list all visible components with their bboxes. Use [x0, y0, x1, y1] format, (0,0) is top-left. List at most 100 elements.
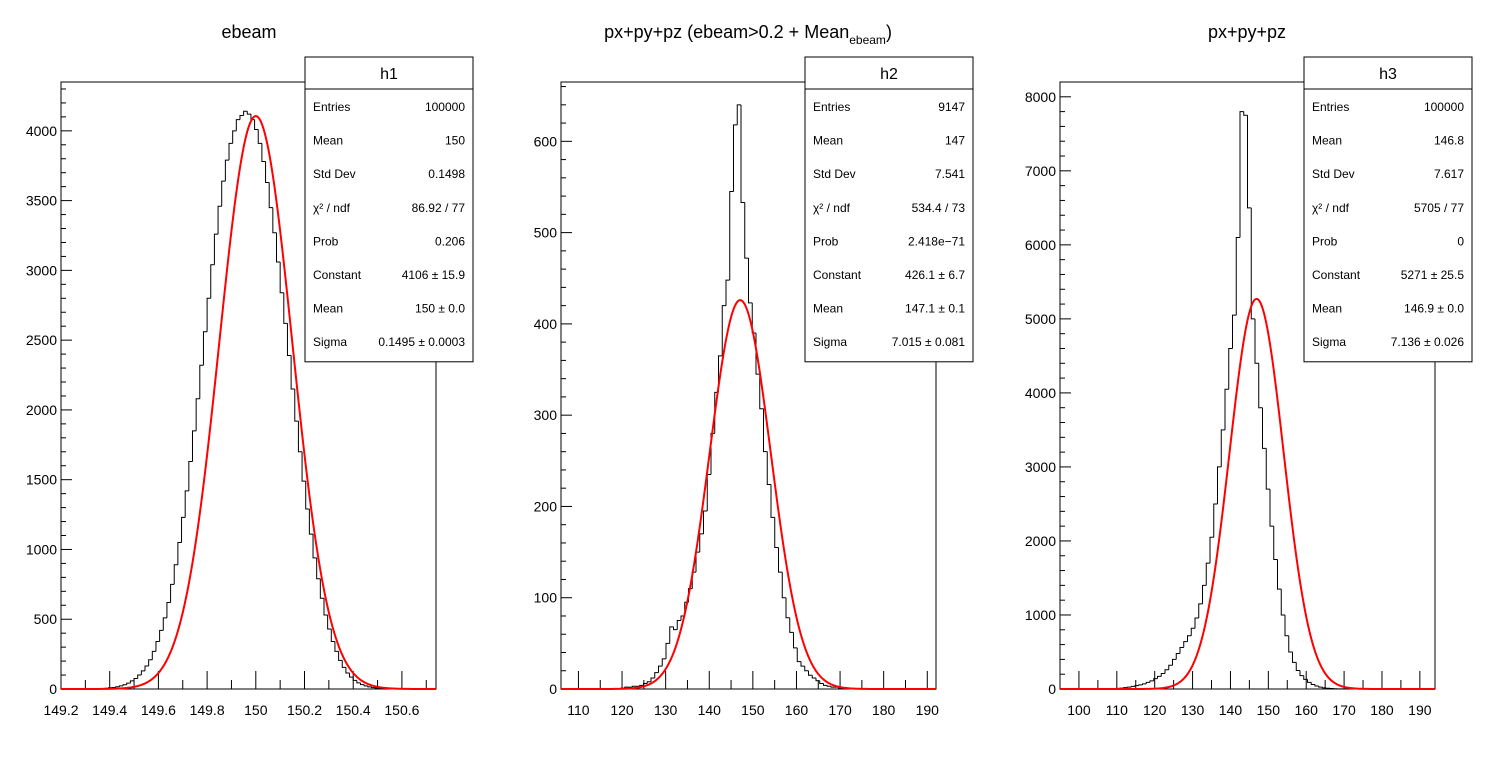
histogram-bin [736, 104, 741, 125]
chart-title-main: px+py+pz [1208, 22, 1286, 42]
y-tick-label: 7000 [1025, 163, 1056, 179]
histogram-bin [360, 682, 365, 686]
histogram-bin [1175, 652, 1180, 660]
histogram-bin [232, 130, 237, 144]
histogram-bin [1179, 647, 1184, 654]
histogram-bin [126, 682, 131, 685]
stats-row-value: 146.9 ± 0.0 [1404, 302, 1464, 316]
y-tick-label: 1500 [26, 472, 57, 488]
histogram-bin [1224, 388, 1229, 430]
chart-title-tail: ) [886, 22, 892, 42]
histogram-bin [1299, 670, 1304, 677]
histogram-bin [301, 451, 306, 482]
histogram-bin [658, 665, 663, 673]
histogram-bin [1142, 683, 1147, 685]
stats-row-label: Sigma [813, 335, 847, 349]
histogram-bin [191, 430, 197, 462]
histogram-bin [706, 474, 711, 512]
histogram-bin [254, 119, 259, 130]
histogram-bin [740, 104, 745, 203]
y-tick-label: 1000 [26, 541, 57, 557]
x-tick-label: 149.8 [190, 702, 225, 718]
x-tick-label: 160 [1295, 702, 1319, 718]
stats-row-value: 147.1 ± 0.1 [905, 302, 965, 316]
histogram-bin [676, 620, 681, 630]
histogram-bin [766, 451, 771, 486]
histogram-bin [789, 617, 794, 633]
histogram-bin [781, 572, 786, 599]
histogram-bin [830, 686, 835, 688]
stats-row-value: 86.92 / 77 [412, 201, 466, 215]
histogram-bin [129, 680, 135, 684]
plot-frame [560, 81, 937, 690]
x-tick-label: 130 [1181, 702, 1205, 718]
histogram-bin [643, 683, 648, 686]
stats-box-frame [304, 56, 474, 363]
y-tick-label: 200 [534, 498, 558, 514]
histogram-bin [1258, 363, 1263, 409]
stats-row-label: Mean [813, 302, 843, 316]
histogram-bin [246, 111, 251, 115]
x-tick-label: 100 [1067, 702, 1091, 718]
histogram-bin [144, 665, 149, 671]
stats-row-value: 4106 ± 15.9 [402, 268, 466, 282]
y-tick-label: 100 [534, 590, 558, 606]
histogram-bin [1288, 635, 1293, 653]
histogram-bin [1262, 407, 1267, 449]
stats-row-label: Std Dev [813, 167, 856, 181]
stats-box-frame [1303, 56, 1473, 363]
histogram-bin [155, 641, 160, 652]
histogram-bin [1269, 489, 1274, 527]
stats-row-value: 7.015 ± 0.081 [892, 335, 966, 349]
stats-row-label: Constant [813, 268, 862, 282]
gaussian-fit-curve [1060, 297, 1435, 690]
histogram-bin [148, 659, 153, 666]
y-tick-label: 1000 [1025, 607, 1056, 623]
y-tick-label: 400 [534, 316, 558, 332]
x-tick-label: 130 [654, 702, 678, 718]
stats-box: h3 Entries 100000 Mean 146.8 Std Dev 7.617 χ² /… [1303, 56, 1473, 363]
gaussian-fit-curve [561, 299, 936, 690]
histogram-bin [305, 481, 310, 510]
histogram-bin [162, 617, 167, 631]
stats-row-label: Sigma [313, 335, 347, 349]
histogram-bin [695, 551, 700, 573]
histogram-bin [177, 541, 182, 565]
x-tick-label: 150 [1257, 702, 1281, 718]
histogram-bin [173, 564, 178, 585]
y-tick-label: 2000 [1025, 533, 1056, 549]
x-tick-label: 160 [785, 702, 809, 718]
histogram-bin [1213, 503, 1218, 538]
stats-row-label: Sigma [1312, 335, 1346, 349]
x-tick-label: 110 [567, 702, 590, 718]
histogram-bin [1153, 678, 1158, 681]
histogram-bin [823, 683, 828, 686]
y-tick-label: 2000 [26, 402, 57, 418]
histogram-bin [118, 685, 124, 687]
histogram-bin [1247, 115, 1252, 209]
x-tick-label: 150.2 [287, 702, 322, 718]
histogram-bin [115, 686, 120, 688]
histogram-bin [1205, 562, 1210, 586]
stats-row-label: Mean [313, 302, 343, 316]
histogram-bin [217, 205, 222, 235]
histogram-bin [213, 233, 219, 265]
stats-row-label: Entries [813, 100, 850, 114]
stats-row-value: 150 ± 0.0 [415, 302, 465, 316]
stats-row-value: 100000 [425, 100, 465, 114]
y-tick-label: 0 [1048, 681, 1056, 697]
histogram-bin [308, 508, 314, 535]
histogram-bin [808, 670, 813, 676]
stats-box-name: h1 [380, 66, 398, 83]
histogram-bin [206, 297, 211, 332]
histogram-bin [1277, 559, 1282, 590]
chart-title: px+py+pz [1208, 22, 1286, 42]
histogram-bin [323, 598, 328, 616]
histogram-bin [811, 675, 816, 679]
stats-row-label: Prob [313, 234, 339, 248]
histogram-bin [646, 681, 651, 684]
histogram-bin [363, 684, 368, 687]
histogram-bin [1134, 685, 1139, 687]
histogram-bin [1284, 614, 1289, 637]
stats-row-label: Constant [1312, 268, 1361, 282]
